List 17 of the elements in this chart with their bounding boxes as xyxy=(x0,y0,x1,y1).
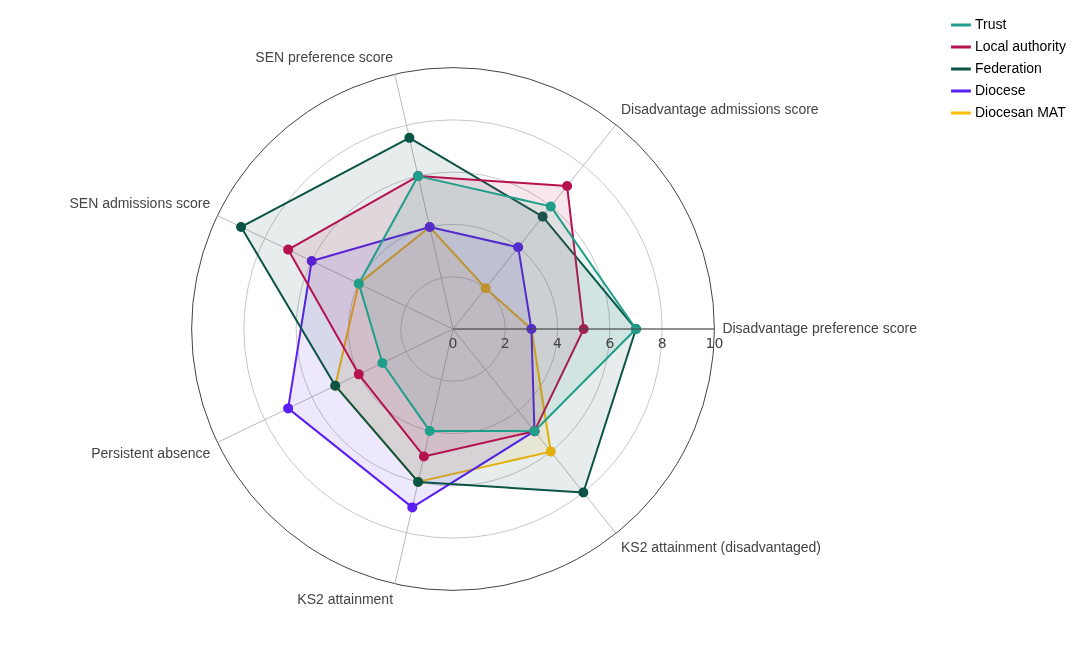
y-tick-label: 2 xyxy=(500,334,510,351)
y-tick-label: 4 xyxy=(553,334,563,351)
y-tick-label: 6 xyxy=(605,334,615,351)
spoke-label: Disadvantage preference score xyxy=(722,319,918,336)
spoke-label: KS2 attainment xyxy=(297,590,394,607)
y-tick-label: 8 xyxy=(657,334,667,351)
spoke-label: Disadvantage admissions score xyxy=(620,100,819,117)
spoke-label: SEN preference score xyxy=(255,48,394,65)
legend-label: Diocese xyxy=(974,81,1026,98)
spoke-label: KS2 attainment (disadvantaged) xyxy=(620,538,821,555)
spoke-label: SEN admissions score xyxy=(69,194,211,211)
legend-label: Local authority xyxy=(974,37,1067,54)
legend-label: Trust xyxy=(974,15,1007,32)
legend-label: Diocesan MAT xyxy=(974,103,1067,120)
legend-label: Federation xyxy=(974,59,1042,76)
y-tick-label: 0 xyxy=(448,334,458,351)
spoke-label: Persistent absence xyxy=(91,445,211,462)
